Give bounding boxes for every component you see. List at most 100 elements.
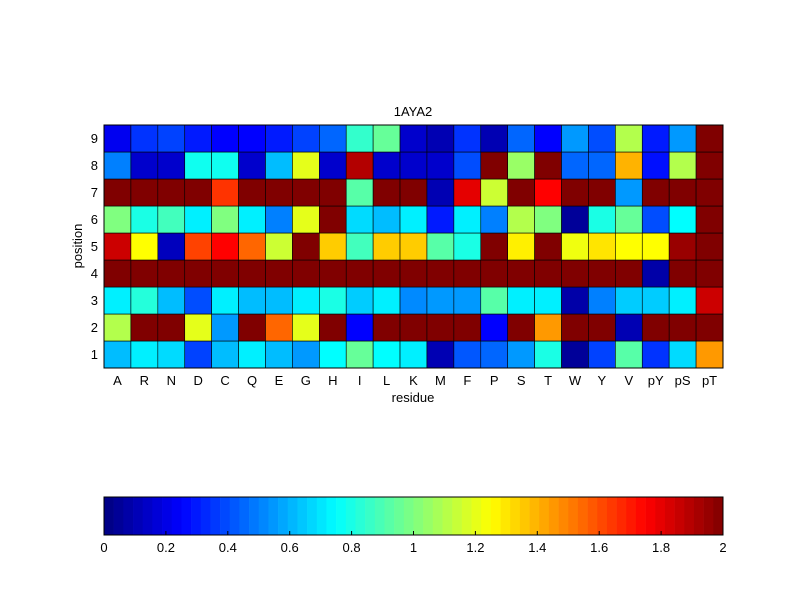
colorbar-tick-label: 1.6 — [590, 540, 608, 555]
heatmap-cell — [561, 124, 589, 153]
plot-frame — [103, 124, 724, 369]
y-tick-label: 2 — [91, 320, 98, 335]
colorbar-step — [432, 497, 443, 535]
heatmap-cell — [426, 151, 455, 180]
heatmap-cell — [561, 259, 589, 288]
heatmap-cell — [318, 205, 347, 234]
colorbar-step — [220, 497, 231, 535]
heatmap-cell — [399, 232, 428, 261]
colorbar-step — [162, 497, 172, 535]
colorbar-tick-label: 0.6 — [281, 540, 299, 555]
heatmap-cell — [668, 124, 697, 153]
heatmap-cell — [426, 340, 455, 369]
colorbar-step — [229, 497, 240, 535]
x-tick-label: T — [544, 373, 552, 388]
heatmap-cell — [615, 232, 643, 261]
x-tick-label: pY — [648, 373, 664, 388]
heatmap-cell — [157, 178, 186, 207]
colorbar-step — [597, 497, 608, 535]
heatmap-cell — [318, 124, 347, 153]
heatmap-cell — [184, 340, 212, 369]
colorbar-tick-label: 1.2 — [466, 540, 484, 555]
heatmap-cell — [480, 232, 508, 261]
heatmap-cell — [426, 124, 455, 153]
heatmap-cell — [318, 151, 347, 180]
colorbar-step — [239, 497, 250, 535]
heatmap-cell — [426, 259, 455, 288]
x-tick-label: F — [463, 373, 471, 388]
heatmap-cell — [426, 178, 455, 207]
heatmap-cell — [615, 124, 643, 153]
heatmap-cell — [426, 313, 455, 342]
x-tick-label: I — [358, 373, 362, 388]
heatmap-cell — [399, 286, 428, 315]
heatmap-cell — [453, 205, 482, 234]
x-tick-label: M — [435, 373, 446, 388]
heatmap-cell — [480, 151, 508, 180]
heatmap-cell — [318, 178, 347, 207]
heatmap-cell — [695, 259, 724, 288]
heatmap-cell — [157, 340, 186, 369]
colorbar-step — [481, 497, 492, 535]
heatmap-cell — [453, 286, 482, 315]
heatmap-cell — [561, 340, 589, 369]
y-axis-label: position — [70, 224, 85, 269]
heatmap-cell — [695, 232, 724, 261]
heatmap-cell — [399, 151, 428, 180]
heatmap-cell — [345, 259, 374, 288]
heatmap-cell — [588, 205, 616, 234]
x-tick-label: W — [569, 373, 582, 388]
colorbar-step — [374, 497, 385, 535]
heatmap-cell — [615, 313, 643, 342]
heatmap-cell — [668, 340, 697, 369]
heatmap-cell — [130, 259, 159, 288]
colorbar-step — [587, 497, 598, 535]
heatmap-cell — [372, 232, 401, 261]
colorbar-tick-label: 1.8 — [652, 540, 670, 555]
colorbar-tick-label: 0.2 — [157, 540, 175, 555]
heatmap-cell — [480, 178, 508, 207]
colorbar-step — [191, 497, 202, 535]
colorbar-step — [152, 497, 163, 535]
y-tick-label: 9 — [91, 131, 98, 146]
heatmap-cell — [184, 313, 212, 342]
heatmap-cell — [641, 286, 670, 315]
colorbar-step — [616, 497, 627, 535]
heatmap-cell — [211, 340, 239, 369]
heatmap-cell — [561, 205, 589, 234]
heatmap-cell — [426, 232, 455, 261]
colorbar-step — [423, 497, 434, 535]
colorbar-step — [287, 497, 298, 535]
heatmap-cell — [588, 286, 616, 315]
heatmap-cell — [184, 205, 212, 234]
heatmap-cell — [318, 259, 347, 288]
heatmap-cell — [292, 340, 320, 369]
colorbar-step — [394, 497, 405, 535]
heatmap-cell — [641, 205, 670, 234]
heatmap-cell — [561, 313, 589, 342]
heatmap-cell — [345, 232, 374, 261]
heatmap-cell — [103, 313, 132, 342]
heatmap-cell — [561, 178, 589, 207]
heatmap-cell — [399, 124, 428, 153]
heatmap-cell — [345, 286, 374, 315]
heatmap-cell — [453, 313, 482, 342]
y-tick-label: 6 — [91, 212, 98, 227]
heatmap-cell — [668, 151, 697, 180]
heatmap-cell — [372, 178, 401, 207]
heatmap-cell — [103, 259, 132, 288]
colorbar-step — [278, 497, 289, 535]
heatmap-cell — [561, 232, 589, 261]
colorbar-step — [258, 497, 269, 535]
heatmap-cell — [130, 313, 159, 342]
heatmap-cell — [157, 259, 186, 288]
heatmap-cell — [561, 286, 589, 315]
heatmap-cell — [318, 340, 347, 369]
x-tick-label: G — [301, 373, 311, 388]
heatmap-cell — [292, 232, 320, 261]
heatmap-cell — [103, 340, 132, 369]
heatmap-cell — [292, 205, 320, 234]
heatmap-cell — [372, 151, 401, 180]
colorbar-tick-label: 1.4 — [528, 540, 546, 555]
heatmap-cell — [507, 259, 535, 288]
